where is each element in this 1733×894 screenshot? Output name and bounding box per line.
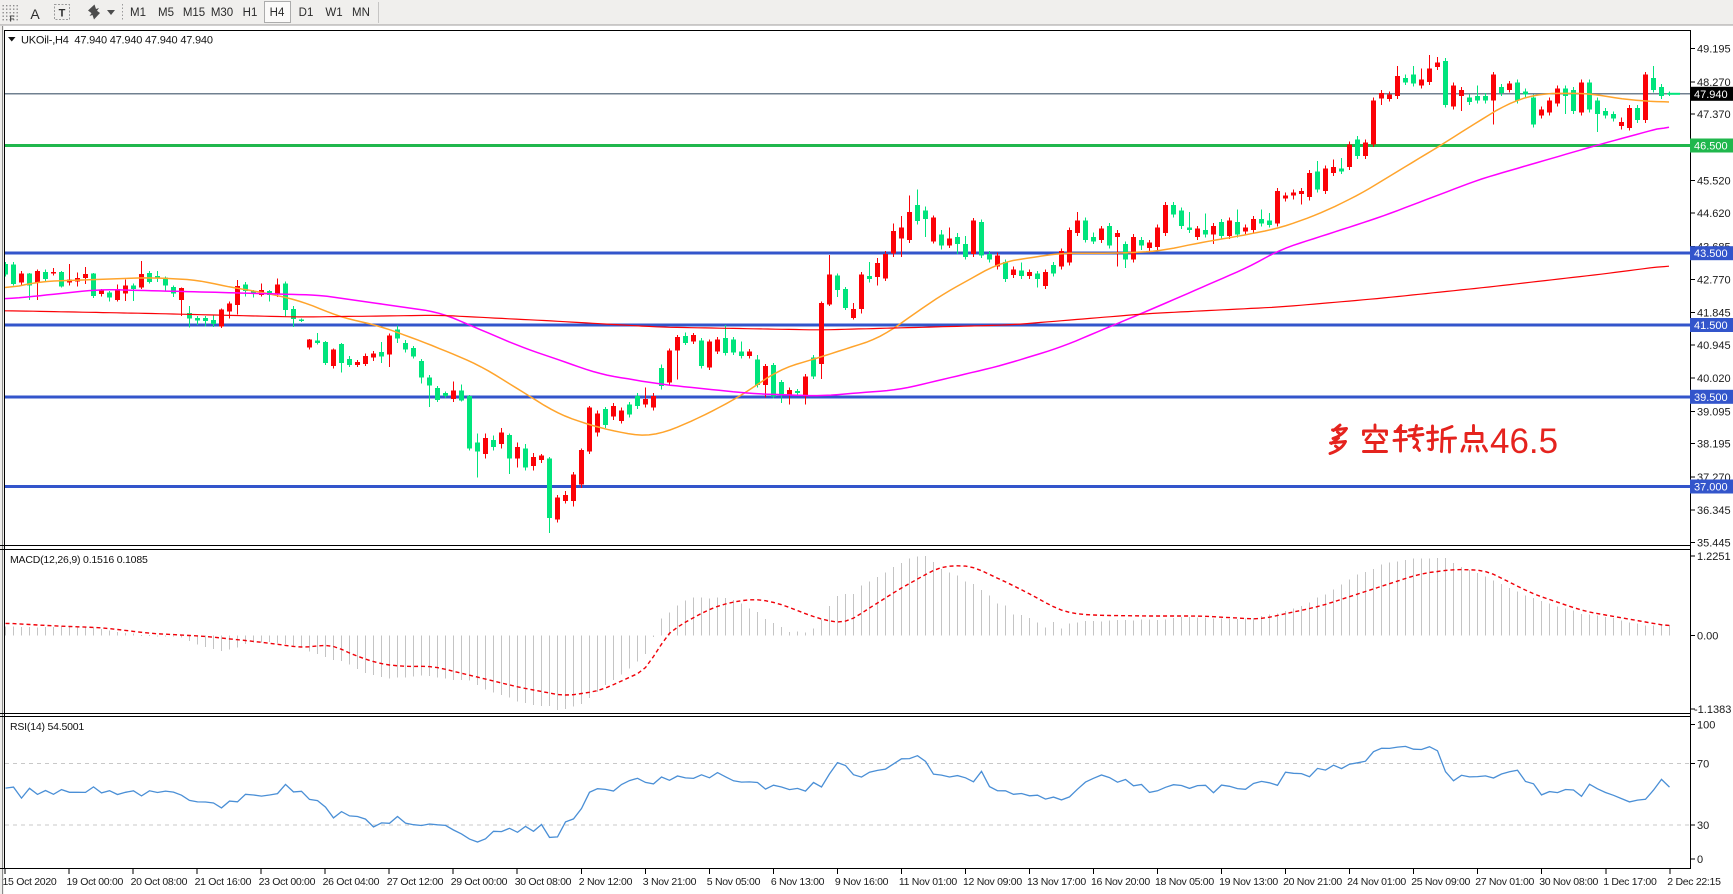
svg-text:2 Nov 12:00: 2 Nov 12:00: [579, 876, 633, 888]
svg-text:F: F: [10, 15, 15, 24]
svg-text:38.195: 38.195: [1697, 439, 1731, 451]
svg-text:6 Nov 13:00: 6 Nov 13:00: [771, 876, 825, 888]
svg-text:M30: M30: [211, 7, 233, 19]
svg-text:27 Oct 12:00: 27 Oct 12:00: [387, 876, 444, 888]
svg-text:100: 100: [1697, 720, 1715, 732]
svg-text:49.195: 49.195: [1697, 44, 1731, 56]
svg-text:T: T: [59, 8, 66, 20]
svg-text:RSI(14) 54.5001: RSI(14) 54.5001: [10, 721, 84, 733]
svg-text:1.2251: 1.2251: [1697, 551, 1731, 563]
svg-text:24 Nov 01:00: 24 Nov 01:00: [1347, 876, 1406, 888]
svg-text:M1: M1: [130, 7, 146, 19]
svg-text:46.500: 46.500: [1694, 141, 1728, 153]
svg-text:19 Oct 00:00: 19 Oct 00:00: [67, 876, 124, 888]
svg-text:30 Oct 08:00: 30 Oct 08:00: [515, 876, 572, 888]
svg-text:UKOil-,H4 47.940 47.940 47.94: UKOil-,H4 47.940 47.940 47.940 47.940: [21, 35, 213, 47]
svg-text:44.620: 44.620: [1697, 208, 1731, 220]
svg-text:16 Nov 20:00: 16 Nov 20:00: [1091, 876, 1150, 888]
svg-text:30 Nov 08:00: 30 Nov 08:00: [1539, 876, 1598, 888]
svg-text:41.500: 41.500: [1694, 320, 1728, 332]
svg-text:MN: MN: [352, 7, 370, 19]
svg-text:47.370: 47.370: [1697, 109, 1731, 121]
svg-text:W1: W1: [325, 7, 342, 19]
svg-text:D1: D1: [299, 7, 314, 19]
svg-text:47.940: 47.940: [1694, 89, 1728, 101]
svg-text:43.500: 43.500: [1694, 248, 1728, 260]
svg-text:-1.1383: -1.1383: [1694, 704, 1731, 716]
svg-text:H4: H4: [270, 7, 285, 19]
svg-text:M15: M15: [183, 7, 205, 19]
svg-text:40.020: 40.020: [1697, 373, 1731, 385]
svg-text:20 Oct 08:00: 20 Oct 08:00: [131, 876, 188, 888]
svg-text:A: A: [30, 6, 40, 22]
svg-text:35.445: 35.445: [1697, 537, 1731, 549]
svg-text:19 Nov 13:00: 19 Nov 13:00: [1219, 876, 1278, 888]
svg-text:9 Nov 16:00: 9 Nov 16:00: [835, 876, 889, 888]
svg-text:0: 0: [1697, 854, 1703, 866]
svg-text:25 Nov 09:00: 25 Nov 09:00: [1411, 876, 1470, 888]
svg-text:18 Nov 05:00: 18 Nov 05:00: [1155, 876, 1214, 888]
svg-text:39.095: 39.095: [1697, 406, 1731, 418]
svg-text:0.00: 0.00: [1697, 631, 1718, 643]
svg-text:36.345: 36.345: [1697, 505, 1731, 517]
svg-text:12 Nov 09:00: 12 Nov 09:00: [963, 876, 1022, 888]
svg-text:M5: M5: [158, 7, 174, 19]
svg-text:15 Oct 2020: 15 Oct 2020: [3, 876, 57, 888]
svg-text:13 Nov 17:00: 13 Nov 17:00: [1027, 876, 1086, 888]
svg-text:1 Dec 17:00: 1 Dec 17:00: [1603, 876, 1657, 888]
svg-text:48.270: 48.270: [1697, 77, 1731, 89]
svg-text:5 Nov 05:00: 5 Nov 05:00: [707, 876, 761, 888]
svg-text:26 Oct 04:00: 26 Oct 04:00: [323, 876, 380, 888]
svg-text:20 Nov 21:00: 20 Nov 21:00: [1283, 876, 1342, 888]
svg-text:H1: H1: [243, 7, 258, 19]
svg-text:27 Nov 01:00: 27 Nov 01:00: [1475, 876, 1534, 888]
svg-text:46.5: 46.5: [1490, 422, 1558, 461]
svg-text:2 Dec 22:15: 2 Dec 22:15: [1667, 876, 1721, 888]
svg-text:45.520: 45.520: [1697, 176, 1731, 188]
svg-text:23 Oct 00:00: 23 Oct 00:00: [259, 876, 316, 888]
svg-text:29 Oct 00:00: 29 Oct 00:00: [451, 876, 508, 888]
svg-text:40.945: 40.945: [1697, 340, 1731, 352]
svg-text:70: 70: [1697, 759, 1709, 771]
svg-text:30: 30: [1697, 820, 1709, 832]
svg-text:3 Nov 21:00: 3 Nov 21:00: [643, 876, 697, 888]
svg-text:37.000: 37.000: [1694, 482, 1728, 494]
svg-text:MACD(12,26,9) 0.1516 0.1085: MACD(12,26,9) 0.1516 0.1085: [10, 554, 148, 566]
svg-text:21 Oct 16:00: 21 Oct 16:00: [195, 876, 252, 888]
svg-text:11 Nov 01:00: 11 Nov 01:00: [899, 876, 958, 888]
svg-text:39.500: 39.500: [1694, 392, 1728, 404]
svg-text:41.845: 41.845: [1697, 308, 1731, 320]
svg-text:42.770: 42.770: [1697, 274, 1731, 286]
